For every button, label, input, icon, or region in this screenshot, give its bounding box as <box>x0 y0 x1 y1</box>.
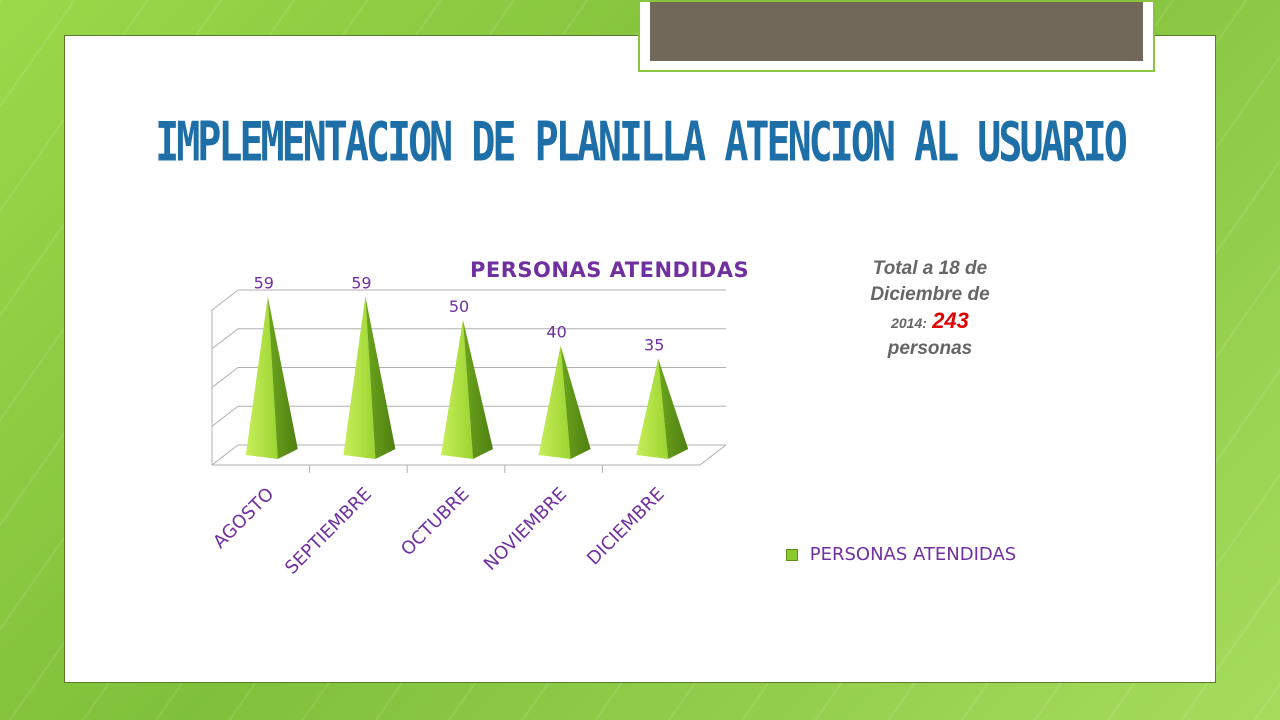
legend-swatch <box>786 549 798 561</box>
category-label: AGOSTO <box>209 484 278 553</box>
pyramid-face-side <box>267 296 298 459</box>
gridline-side <box>211 289 239 311</box>
pyramid-bar <box>636 358 689 459</box>
data-label: 59 <box>254 274 274 293</box>
slide-panel <box>64 35 1216 683</box>
floor-right-edge <box>699 444 727 466</box>
pyramid-face-side <box>658 358 689 459</box>
pyramid-bar <box>343 296 396 459</box>
data-label: 40 <box>546 323 566 342</box>
page-title: IMPLEMENTACION DE PLANILLA ATENCION AL U… <box>155 112 1128 175</box>
pyramid-face-front <box>636 358 669 459</box>
legend-label: PERSONAS ATENDIDAS <box>809 544 1017 565</box>
note-total: 243 <box>932 308 969 333</box>
pyramid-face-side <box>463 319 493 459</box>
chart-title: PERSONAS ATENDIDAS <box>470 258 750 282</box>
header-decoration-fill <box>650 2 1143 61</box>
category-label: SEPTIEMBRE <box>281 484 376 579</box>
note-line-3: 2014: 243 <box>840 308 1020 336</box>
header-decoration <box>638 0 1155 72</box>
note-line-1: Total a 18 de <box>872 258 988 279</box>
gridline-side <box>211 405 239 427</box>
gridline-side <box>211 367 239 388</box>
pyramid-bar <box>441 319 493 459</box>
gridline-side <box>211 444 239 466</box>
pyramid-face-front <box>441 319 473 459</box>
pyramid-face-side <box>560 345 591 459</box>
pyramid-face-front <box>245 296 278 459</box>
pyramid-face-front <box>343 296 376 459</box>
pyramid-bar <box>538 345 591 459</box>
data-label: 50 <box>449 297 469 316</box>
data-label: 59 <box>351 274 371 293</box>
category-label: OCTUBRE <box>397 484 473 560</box>
data-label: 35 <box>644 336 664 355</box>
note-line-2: Diciembre de <box>870 284 990 305</box>
chart-legend: PERSONAS ATENDIDAS <box>786 544 1016 565</box>
note-year: 2014: <box>891 315 927 331</box>
total-note: Total a 18 de Diciembre de 2014: 243 per… <box>840 256 1020 362</box>
pyramid-bar <box>245 296 298 459</box>
category-label: NOVIEMBRE <box>480 484 571 575</box>
category-label: DICIEMBRE <box>583 484 669 570</box>
pyramid-face-front <box>538 345 571 459</box>
pyramid-face-side <box>365 296 396 459</box>
gridline-side <box>211 328 239 350</box>
note-unit: personas <box>887 338 973 359</box>
